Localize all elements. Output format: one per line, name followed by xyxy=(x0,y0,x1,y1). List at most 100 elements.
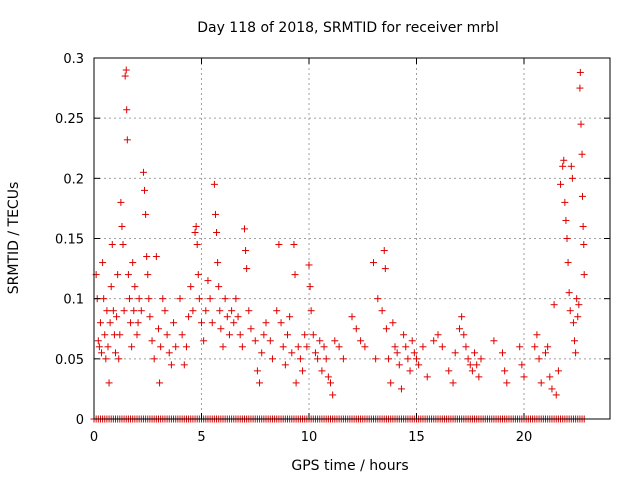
data-point xyxy=(378,307,386,315)
data-point xyxy=(146,313,154,321)
data-point xyxy=(286,313,294,321)
data-point xyxy=(189,307,197,315)
data-point xyxy=(279,343,287,351)
data-point xyxy=(576,68,584,76)
y-tick-label: 0.1 xyxy=(63,293,84,308)
data-point xyxy=(208,319,216,327)
data-point xyxy=(215,283,223,291)
data-point xyxy=(219,343,227,351)
data-point xyxy=(127,319,135,327)
data-point xyxy=(451,349,459,357)
data-point xyxy=(370,259,377,267)
data-point xyxy=(210,180,218,188)
y-tick-label: 0 xyxy=(76,413,84,428)
data-point xyxy=(296,355,304,363)
data-point xyxy=(395,361,403,369)
data-point xyxy=(574,313,582,321)
data-point xyxy=(303,343,311,351)
data-point xyxy=(490,337,498,345)
data-point xyxy=(213,228,221,236)
data-point xyxy=(307,307,315,315)
data-point xyxy=(314,355,322,363)
data-point xyxy=(563,235,571,242)
data-point xyxy=(119,241,127,249)
data-point xyxy=(253,367,261,375)
data-point xyxy=(413,355,420,363)
data-point xyxy=(552,391,560,399)
data-point xyxy=(380,247,388,255)
chart-title: Day 118 of 2018, SRMTID for receiver mrb… xyxy=(197,20,499,36)
x-tick-label: 5 xyxy=(197,430,205,445)
data-point xyxy=(531,343,539,351)
data-point xyxy=(214,259,222,267)
data-point xyxy=(116,331,124,339)
data-point xyxy=(256,379,264,387)
data-point xyxy=(548,385,556,393)
data-point xyxy=(232,295,240,303)
data-point xyxy=(385,355,393,363)
data-point xyxy=(163,331,171,339)
data-point xyxy=(200,337,208,345)
data-point xyxy=(96,319,104,327)
data-point xyxy=(299,367,307,375)
data-point xyxy=(170,319,178,327)
data-point xyxy=(101,331,109,339)
data-point xyxy=(410,349,418,357)
data-point xyxy=(187,283,195,291)
x-tick-label: 0 xyxy=(90,430,98,445)
data-point xyxy=(357,337,365,345)
data-point xyxy=(503,379,511,387)
data-point xyxy=(372,355,380,363)
data-point xyxy=(281,361,289,369)
data-point xyxy=(466,361,474,369)
data-point xyxy=(143,253,151,261)
data-point xyxy=(518,361,526,369)
data-point xyxy=(152,253,160,261)
x-tick-label: 20 xyxy=(516,430,533,445)
data-point xyxy=(406,367,414,375)
data-point xyxy=(99,259,107,267)
data-point xyxy=(301,331,309,339)
data-point xyxy=(94,337,102,345)
data-point xyxy=(112,349,119,357)
data-point xyxy=(223,313,231,321)
data-point xyxy=(128,343,136,351)
data-point xyxy=(275,241,283,249)
data-point xyxy=(309,331,317,339)
data-point xyxy=(576,84,584,92)
data-point xyxy=(391,343,399,351)
data-point xyxy=(499,349,506,357)
data-point xyxy=(546,373,554,381)
data-point xyxy=(318,367,326,375)
data-point xyxy=(477,355,485,363)
data-point xyxy=(243,265,251,273)
data-point xyxy=(141,186,149,194)
data-point xyxy=(176,295,184,303)
x-axis-label: GPS time / hours xyxy=(291,458,408,474)
data-point xyxy=(114,271,122,279)
data-point xyxy=(568,174,576,182)
chart-grid xyxy=(94,58,610,419)
data-point xyxy=(159,295,167,303)
data-point xyxy=(389,319,397,327)
data-point xyxy=(129,259,137,267)
data-point xyxy=(580,241,588,249)
data-point xyxy=(123,106,131,114)
data-point xyxy=(348,313,356,321)
data-point xyxy=(520,373,528,381)
data-point xyxy=(266,337,274,345)
data-point xyxy=(544,343,552,351)
data-point xyxy=(284,331,291,339)
data-point xyxy=(327,379,334,387)
data-point xyxy=(471,349,479,357)
data-point xyxy=(130,307,138,315)
data-point xyxy=(393,349,401,357)
data-point xyxy=(107,283,115,291)
data-point xyxy=(387,379,395,387)
data-point xyxy=(408,337,416,345)
data-point xyxy=(579,222,587,230)
data-point xyxy=(501,367,509,375)
data-point xyxy=(331,337,339,345)
data-point xyxy=(291,271,299,279)
data-point xyxy=(198,319,205,327)
